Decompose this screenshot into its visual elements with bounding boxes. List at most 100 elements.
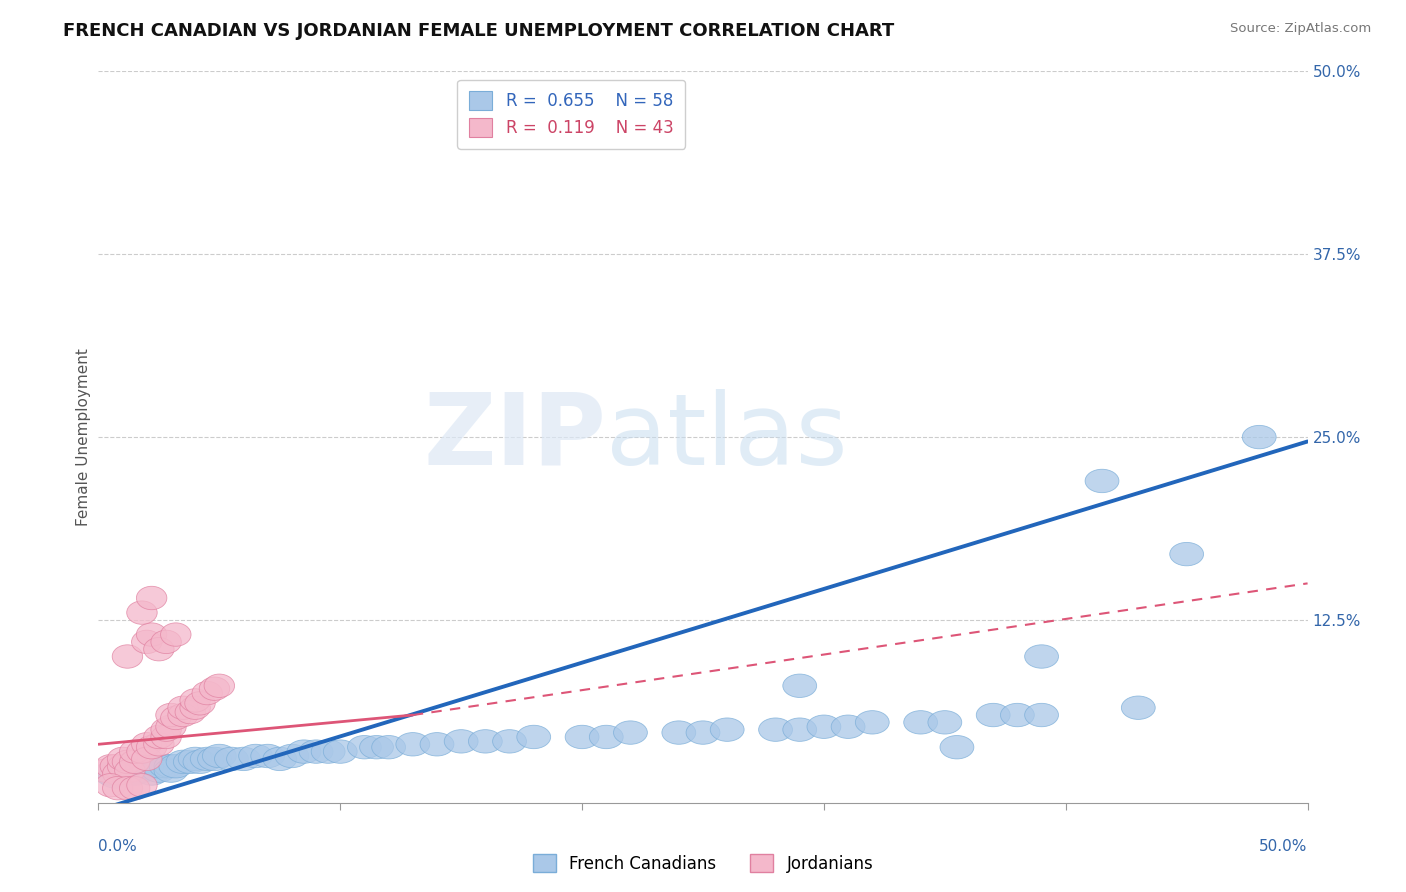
- Ellipse shape: [347, 736, 381, 759]
- Ellipse shape: [323, 739, 357, 764]
- Ellipse shape: [143, 725, 174, 748]
- Ellipse shape: [783, 718, 817, 741]
- Ellipse shape: [132, 732, 162, 756]
- Ellipse shape: [202, 744, 236, 768]
- Ellipse shape: [127, 601, 157, 624]
- Ellipse shape: [420, 732, 454, 756]
- Ellipse shape: [783, 674, 817, 698]
- Ellipse shape: [120, 750, 150, 773]
- Legend: French Canadians, Jordanians: French Canadians, Jordanians: [526, 847, 880, 880]
- Ellipse shape: [250, 744, 284, 768]
- Ellipse shape: [492, 730, 526, 753]
- Ellipse shape: [112, 776, 142, 800]
- Ellipse shape: [132, 747, 162, 771]
- Ellipse shape: [115, 759, 145, 782]
- Ellipse shape: [831, 715, 865, 739]
- Ellipse shape: [136, 736, 167, 759]
- Ellipse shape: [143, 638, 174, 661]
- Ellipse shape: [444, 730, 478, 753]
- Ellipse shape: [662, 721, 696, 744]
- Ellipse shape: [807, 715, 841, 739]
- Ellipse shape: [150, 718, 181, 741]
- Ellipse shape: [167, 696, 198, 720]
- Ellipse shape: [167, 703, 198, 727]
- Ellipse shape: [166, 750, 200, 773]
- Ellipse shape: [176, 700, 205, 723]
- Ellipse shape: [127, 773, 157, 797]
- Ellipse shape: [160, 706, 191, 730]
- Ellipse shape: [173, 750, 207, 773]
- Ellipse shape: [184, 691, 215, 715]
- Ellipse shape: [103, 762, 134, 785]
- Ellipse shape: [118, 762, 152, 785]
- Ellipse shape: [136, 623, 167, 647]
- Ellipse shape: [156, 715, 186, 739]
- Ellipse shape: [159, 755, 193, 778]
- Ellipse shape: [360, 736, 394, 759]
- Ellipse shape: [710, 718, 744, 741]
- Ellipse shape: [180, 696, 211, 720]
- Ellipse shape: [90, 759, 121, 782]
- Ellipse shape: [1122, 696, 1156, 720]
- Ellipse shape: [98, 764, 132, 789]
- Ellipse shape: [96, 755, 125, 778]
- Ellipse shape: [263, 747, 297, 771]
- Ellipse shape: [941, 736, 974, 759]
- Ellipse shape: [180, 689, 211, 712]
- Ellipse shape: [1170, 542, 1204, 566]
- Ellipse shape: [1243, 425, 1277, 449]
- Ellipse shape: [855, 711, 889, 734]
- Ellipse shape: [155, 755, 188, 778]
- Ellipse shape: [103, 776, 134, 800]
- Ellipse shape: [565, 725, 599, 748]
- Ellipse shape: [96, 773, 125, 797]
- Ellipse shape: [118, 755, 152, 778]
- Ellipse shape: [142, 755, 176, 778]
- Ellipse shape: [120, 739, 150, 764]
- Ellipse shape: [149, 755, 183, 778]
- Ellipse shape: [759, 718, 793, 741]
- Ellipse shape: [613, 721, 647, 744]
- Ellipse shape: [517, 725, 551, 748]
- Ellipse shape: [1085, 469, 1119, 492]
- Legend: R =  0.655    N = 58, R =  0.119    N = 43: R = 0.655 N = 58, R = 0.119 N = 43: [457, 79, 685, 149]
- Ellipse shape: [160, 623, 191, 647]
- Ellipse shape: [112, 750, 142, 773]
- Ellipse shape: [468, 730, 502, 753]
- Ellipse shape: [200, 677, 229, 700]
- Ellipse shape: [904, 711, 938, 734]
- Ellipse shape: [276, 744, 309, 768]
- Ellipse shape: [396, 732, 430, 756]
- Ellipse shape: [107, 747, 138, 771]
- Ellipse shape: [226, 747, 260, 771]
- Ellipse shape: [155, 759, 188, 782]
- Ellipse shape: [311, 739, 344, 764]
- Ellipse shape: [100, 755, 131, 778]
- Ellipse shape: [112, 645, 142, 668]
- Ellipse shape: [94, 762, 128, 785]
- Y-axis label: Female Unemployment: Female Unemployment: [76, 348, 91, 526]
- Ellipse shape: [928, 711, 962, 734]
- Ellipse shape: [204, 674, 235, 698]
- Ellipse shape: [143, 732, 174, 756]
- Ellipse shape: [190, 747, 224, 771]
- Ellipse shape: [976, 703, 1010, 727]
- Ellipse shape: [183, 750, 217, 773]
- Ellipse shape: [111, 762, 145, 785]
- Text: FRENCH CANADIAN VS JORDANIAN FEMALE UNEMPLOYMENT CORRELATION CHART: FRENCH CANADIAN VS JORDANIAN FEMALE UNEM…: [63, 22, 894, 40]
- Ellipse shape: [589, 725, 623, 748]
- Ellipse shape: [132, 630, 162, 654]
- Ellipse shape: [193, 681, 222, 705]
- Ellipse shape: [1025, 645, 1059, 668]
- Ellipse shape: [1001, 703, 1035, 727]
- Ellipse shape: [371, 736, 405, 759]
- Ellipse shape: [686, 721, 720, 744]
- Text: ZIP: ZIP: [423, 389, 606, 485]
- Ellipse shape: [299, 739, 333, 764]
- Ellipse shape: [239, 744, 273, 768]
- Text: 50.0%: 50.0%: [1260, 839, 1308, 855]
- Ellipse shape: [287, 739, 321, 764]
- Ellipse shape: [142, 759, 176, 782]
- Ellipse shape: [179, 747, 212, 771]
- Ellipse shape: [125, 759, 159, 782]
